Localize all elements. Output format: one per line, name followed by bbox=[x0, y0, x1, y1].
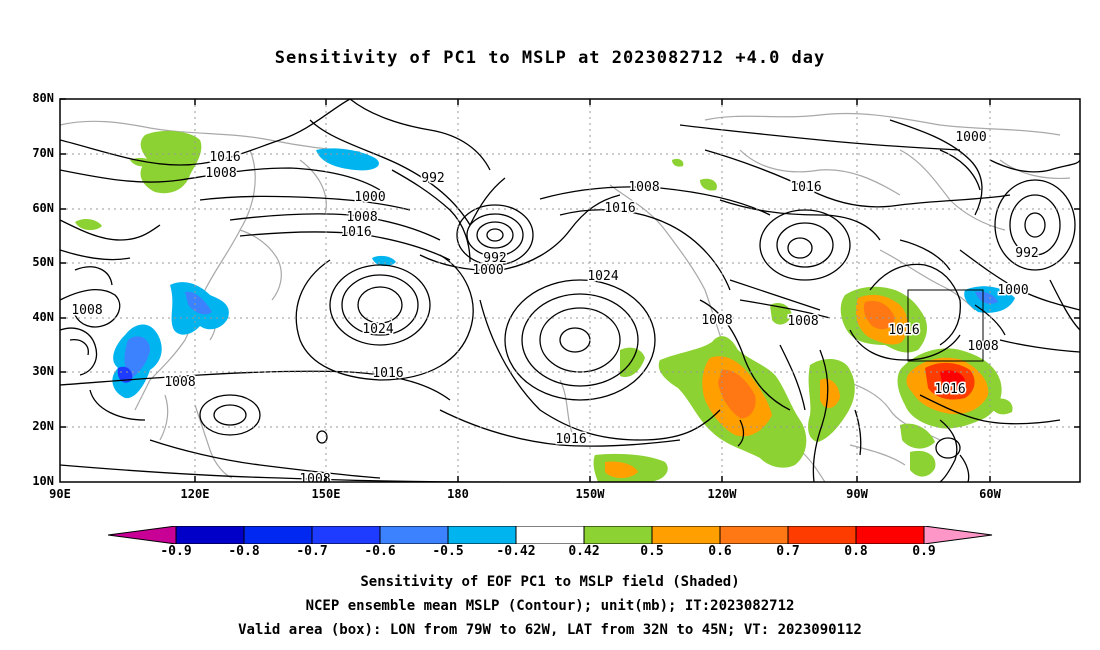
lat-label-80n: 80N bbox=[32, 91, 54, 105]
lon-label-60w: 60W bbox=[979, 487, 1001, 501]
contour-label: 1016 bbox=[340, 225, 371, 240]
colorbar-tick-label: -0.7 bbox=[296, 544, 328, 559]
colorbar-segment bbox=[379, 526, 449, 544]
colorbar-segment bbox=[175, 526, 245, 544]
contour-label: 1016 bbox=[209, 150, 240, 165]
contour-label: 1008 bbox=[787, 314, 818, 329]
lat-label-50n: 50N bbox=[32, 255, 54, 269]
contour-label: 1008 bbox=[628, 180, 659, 195]
colorbar-tick-label: 0.5 bbox=[640, 544, 664, 559]
map-title: Sensitivity of PC1 to MSLP at 2023082712… bbox=[274, 48, 826, 68]
lat-label-30n: 30N bbox=[32, 364, 54, 378]
contour-label: 1016 bbox=[888, 323, 919, 338]
colorbar-segment bbox=[787, 526, 857, 544]
lon-label-150e: 150E bbox=[311, 487, 341, 501]
colorbar-tick-label: -0.42 bbox=[496, 544, 536, 559]
caption-line-2: NCEP ensemble mean MSLP (Contour); unit(… bbox=[305, 598, 795, 614]
colorbar-tick-label: -0.8 bbox=[228, 544, 260, 559]
lon-label-120w: 120W bbox=[707, 487, 737, 501]
grid-lines bbox=[60, 99, 1080, 482]
contour-label: 1000 bbox=[472, 263, 503, 278]
colorbar-tick-label: -0.6 bbox=[364, 544, 396, 559]
axis-ticks bbox=[60, 98, 1080, 482]
contour-label: 1008 bbox=[205, 166, 236, 181]
colorbar-tick-label: 0.8 bbox=[844, 544, 868, 559]
lon-label-180: 180 bbox=[447, 487, 469, 501]
contour-label: 1000 bbox=[354, 190, 385, 205]
colorbar-segment bbox=[311, 526, 381, 544]
mslp-contours bbox=[60, 99, 1080, 482]
contour-label: 1016 bbox=[934, 382, 965, 397]
colorbar-segment bbox=[243, 526, 313, 544]
contour-labels: 1016100810001008101699299210001008101610… bbox=[70, 129, 1040, 487]
contour-label: 1024 bbox=[587, 269, 618, 284]
contour-label: 1000 bbox=[955, 130, 986, 145]
valid-area-box bbox=[907, 289, 984, 362]
lon-label-150w: 150W bbox=[575, 487, 605, 501]
lat-label-10n: 10N bbox=[32, 474, 54, 488]
contour-label: 1008 bbox=[967, 339, 998, 354]
lon-label-120e: 120E bbox=[180, 487, 210, 501]
colorbar-segment bbox=[651, 526, 721, 544]
contour-label: 1016 bbox=[604, 201, 635, 216]
colorbar bbox=[108, 526, 993, 544]
colorbar-segment bbox=[515, 526, 585, 544]
sensitivity-map: 1016100810001008101699299210001008101610… bbox=[59, 98, 1081, 487]
contour-label: 992 bbox=[421, 171, 444, 186]
lat-label-70n: 70N bbox=[32, 146, 54, 160]
colorbar-segment bbox=[583, 526, 653, 544]
lat-label-20n: 20N bbox=[32, 419, 54, 433]
contour-label: 1008 bbox=[346, 210, 377, 225]
lon-label-90w: 90W bbox=[846, 487, 868, 501]
contour-label: 992 bbox=[483, 251, 506, 266]
colorbar-tick-label: 0.9 bbox=[912, 544, 936, 559]
contour-label: 1016 bbox=[790, 180, 821, 195]
colorbar-segment bbox=[719, 526, 789, 544]
colorbar-segment bbox=[447, 526, 517, 544]
colorbar-tick-label: 0.42 bbox=[568, 544, 600, 559]
contour-label: 1008 bbox=[299, 472, 330, 487]
colorbar-segment bbox=[855, 526, 925, 544]
colorbar-tick-label: -0.9 bbox=[160, 544, 192, 559]
contour-label: 1024 bbox=[362, 322, 393, 337]
caption-line-1: Sensitivity of EOF PC1 to MSLP field (Sh… bbox=[360, 574, 740, 590]
lon-label-90e: 90E bbox=[49, 487, 71, 501]
map-frame bbox=[59, 98, 1081, 483]
colorbar-low-triangle bbox=[108, 526, 177, 544]
contour-label: 1008 bbox=[701, 313, 732, 328]
contour-label: 1008 bbox=[164, 375, 195, 390]
contour-label: 1000 bbox=[997, 283, 1028, 298]
colorbar-high-triangle bbox=[923, 526, 993, 544]
contour-label: 1008 bbox=[71, 303, 102, 318]
contour-label: 1016 bbox=[555, 432, 586, 447]
contour-label: 992 bbox=[1015, 246, 1038, 261]
colorbar-tick-label: 0.6 bbox=[708, 544, 732, 559]
colorbar-tick-label: -0.5 bbox=[432, 544, 464, 559]
caption-line-3: Valid area (box): LON from 79W to 62W, L… bbox=[238, 622, 862, 638]
lat-label-60n: 60N bbox=[32, 201, 54, 215]
sensitivity-shading bbox=[75, 130, 1015, 482]
contour-label: 1016 bbox=[372, 366, 403, 381]
lat-label-40n: 40N bbox=[32, 310, 54, 324]
colorbar-tick-label: 0.7 bbox=[776, 544, 800, 559]
